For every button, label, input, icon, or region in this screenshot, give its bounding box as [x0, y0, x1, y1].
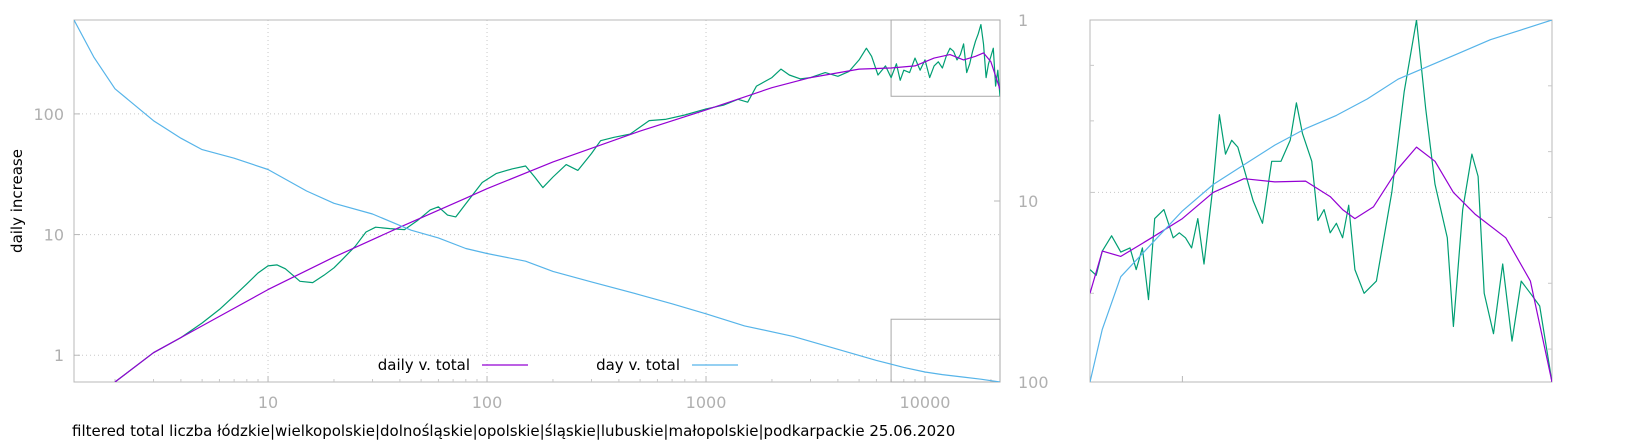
main-y2-tick-label: 100: [1018, 373, 1049, 392]
zoom-plot-frame: [1089, 19, 1553, 383]
main-y-tick-label: 100: [33, 105, 64, 124]
main-plot-frame: [73, 19, 1001, 383]
legend-label-day-v-total: day v. total: [596, 356, 680, 374]
main-y-tick-label: 1: [54, 346, 64, 365]
series-line-day-v-total: [74, 20, 1000, 382]
main-x-tick-label: 1000: [686, 393, 727, 412]
main-y2-tick-label: 1: [1018, 11, 1028, 30]
main-axis-ticks: 10 100 1000 10000 1 10 100 1 10 100: [33, 11, 1048, 412]
zoom-series-line-daily-smooth: [1090, 146, 1552, 382]
legend: daily v. total day v. total: [378, 356, 738, 374]
main-y2-tick-label: 10: [1018, 192, 1038, 211]
series-line-daily-smooth: [114, 52, 1000, 382]
y-axis-label: daily increase: [8, 149, 26, 253]
zoom-series-line-daily-raw: [1090, 20, 1552, 382]
zoom-series-line-day-v-total: [1090, 20, 1552, 382]
main-plot-area: 10 100 1000 10000 1 10 100 1 10 100: [33, 11, 1048, 412]
zoom-region-box-day: [890, 318, 1001, 383]
series-line-daily-raw: [114, 24, 1000, 382]
zoom-plot-area: [1089, 19, 1553, 383]
legend-label-daily-v-total: daily v. total: [378, 356, 470, 374]
zoom-axis-ticks: [1090, 64, 1552, 382]
zoom-series-group: [1090, 20, 1552, 382]
main-y-tick-label: 10: [44, 226, 64, 245]
main-grid: [74, 20, 1000, 382]
main-x-tick-label: 100: [472, 393, 503, 412]
chart-caption: filtered total liczba łódzkie|wielkopols…: [72, 422, 955, 440]
main-series-group: [74, 20, 1000, 382]
main-x-tick-label: 10: [258, 393, 278, 412]
main-zoom-boxes: [890, 19, 1001, 383]
zoom-region-box-daily: [890, 19, 1001, 97]
main-x-tick-label: 10000: [900, 393, 951, 412]
